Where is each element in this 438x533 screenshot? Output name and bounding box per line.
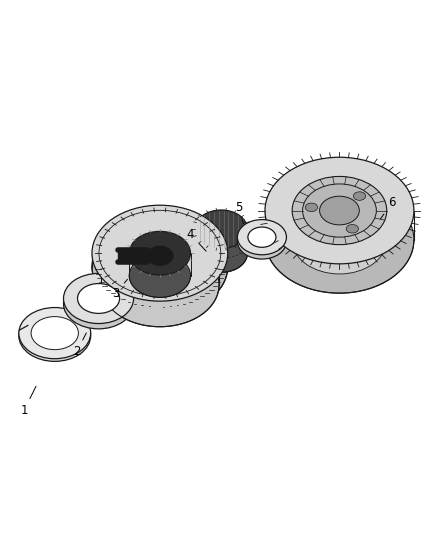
Ellipse shape	[31, 319, 78, 352]
Text: 1: 1	[20, 386, 36, 417]
Ellipse shape	[265, 187, 414, 293]
Text: 2: 2	[73, 333, 86, 358]
Text: 6: 6	[381, 196, 396, 219]
Ellipse shape	[129, 254, 191, 297]
Ellipse shape	[31, 317, 78, 350]
Ellipse shape	[237, 224, 286, 259]
Ellipse shape	[248, 227, 276, 247]
Ellipse shape	[19, 310, 91, 361]
Ellipse shape	[101, 212, 219, 295]
Text: 5: 5	[235, 201, 244, 224]
Ellipse shape	[99, 211, 221, 296]
Ellipse shape	[346, 224, 358, 233]
Ellipse shape	[64, 273, 134, 324]
Ellipse shape	[195, 234, 247, 272]
Ellipse shape	[265, 157, 414, 264]
Ellipse shape	[147, 246, 173, 265]
Ellipse shape	[292, 206, 387, 274]
Ellipse shape	[19, 308, 91, 359]
Ellipse shape	[78, 289, 120, 319]
Text: 4: 4	[187, 228, 206, 251]
Ellipse shape	[305, 203, 318, 212]
Ellipse shape	[292, 176, 387, 245]
Ellipse shape	[237, 220, 286, 255]
Ellipse shape	[129, 231, 191, 275]
Ellipse shape	[101, 244, 219, 327]
Text: 3: 3	[113, 279, 127, 300]
Ellipse shape	[353, 192, 366, 200]
Ellipse shape	[78, 284, 120, 313]
Ellipse shape	[92, 205, 228, 301]
Ellipse shape	[303, 184, 376, 237]
Ellipse shape	[320, 196, 359, 225]
Ellipse shape	[92, 219, 228, 314]
Ellipse shape	[64, 279, 134, 329]
Ellipse shape	[195, 210, 247, 248]
Ellipse shape	[248, 231, 276, 252]
